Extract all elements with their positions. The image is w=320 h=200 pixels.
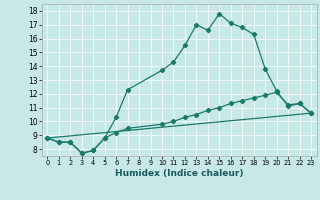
X-axis label: Humidex (Indice chaleur): Humidex (Indice chaleur) (115, 169, 244, 178)
